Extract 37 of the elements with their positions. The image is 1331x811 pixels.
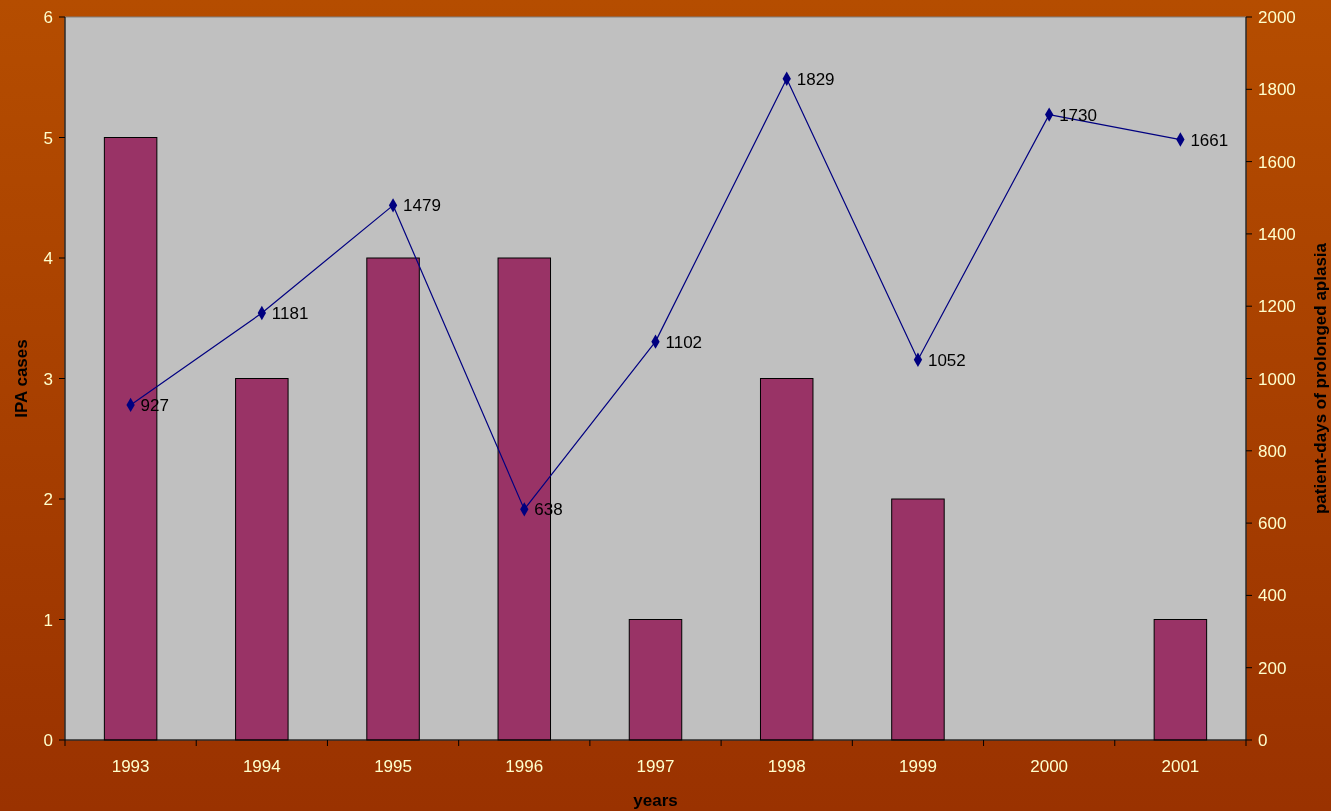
x-tick-label: 2001 bbox=[1161, 757, 1200, 776]
y2-tick-label: 200 bbox=[1258, 658, 1287, 678]
x-tick-label: 1997 bbox=[636, 757, 675, 776]
x-tick-label: 1993 bbox=[111, 757, 150, 776]
x-tick-label: 1999 bbox=[899, 757, 937, 776]
data-label: 1479 bbox=[403, 196, 441, 216]
x-axis-title: years bbox=[633, 791, 678, 810]
y2-tick-label: 1200 bbox=[1258, 297, 1296, 317]
y-tick-label: 2 bbox=[43, 490, 53, 509]
data-label: 1181 bbox=[271, 304, 309, 324]
y2-tick-label: 600 bbox=[1258, 514, 1287, 534]
x-tick-label: 1996 bbox=[505, 757, 544, 776]
data-label: 1052 bbox=[927, 350, 966, 370]
data-label: 1661 bbox=[1190, 130, 1229, 150]
y-tick-label: 0 bbox=[43, 731, 53, 750]
y2-tick-label: 1800 bbox=[1258, 80, 1296, 100]
x-tick-label: 1994 bbox=[242, 757, 281, 776]
y2-tick-label: 400 bbox=[1258, 586, 1287, 606]
y-tick-label: 6 bbox=[43, 8, 53, 27]
y-axis-title: IPA cases bbox=[12, 339, 31, 418]
y2-tick-label: 1600 bbox=[1258, 152, 1296, 172]
y2-tick-label: 1400 bbox=[1258, 224, 1296, 244]
y-tick-label: 4 bbox=[43, 249, 53, 268]
y-tick-label: 3 bbox=[43, 369, 53, 389]
x-tick-label: 1995 bbox=[374, 757, 412, 776]
y2-axis-title: patient-days of prolonged aplasia bbox=[1311, 242, 1330, 515]
y2-tick-label: 2000 bbox=[1258, 8, 1296, 27]
y-tick-label: 1 bbox=[43, 610, 53, 630]
x-tick-label: 2000 bbox=[1030, 757, 1069, 776]
data-label: 1102 bbox=[665, 332, 703, 352]
y2-tick-label: 1000 bbox=[1258, 369, 1296, 389]
data-label: 1730 bbox=[1059, 105, 1097, 125]
x-tick-label: 1998 bbox=[767, 757, 806, 776]
data-label: 1829 bbox=[796, 69, 835, 89]
y2-tick-label: 800 bbox=[1258, 441, 1287, 461]
y2-tick-label: 0 bbox=[1258, 731, 1268, 750]
y-tick-label: 5 bbox=[43, 128, 53, 148]
